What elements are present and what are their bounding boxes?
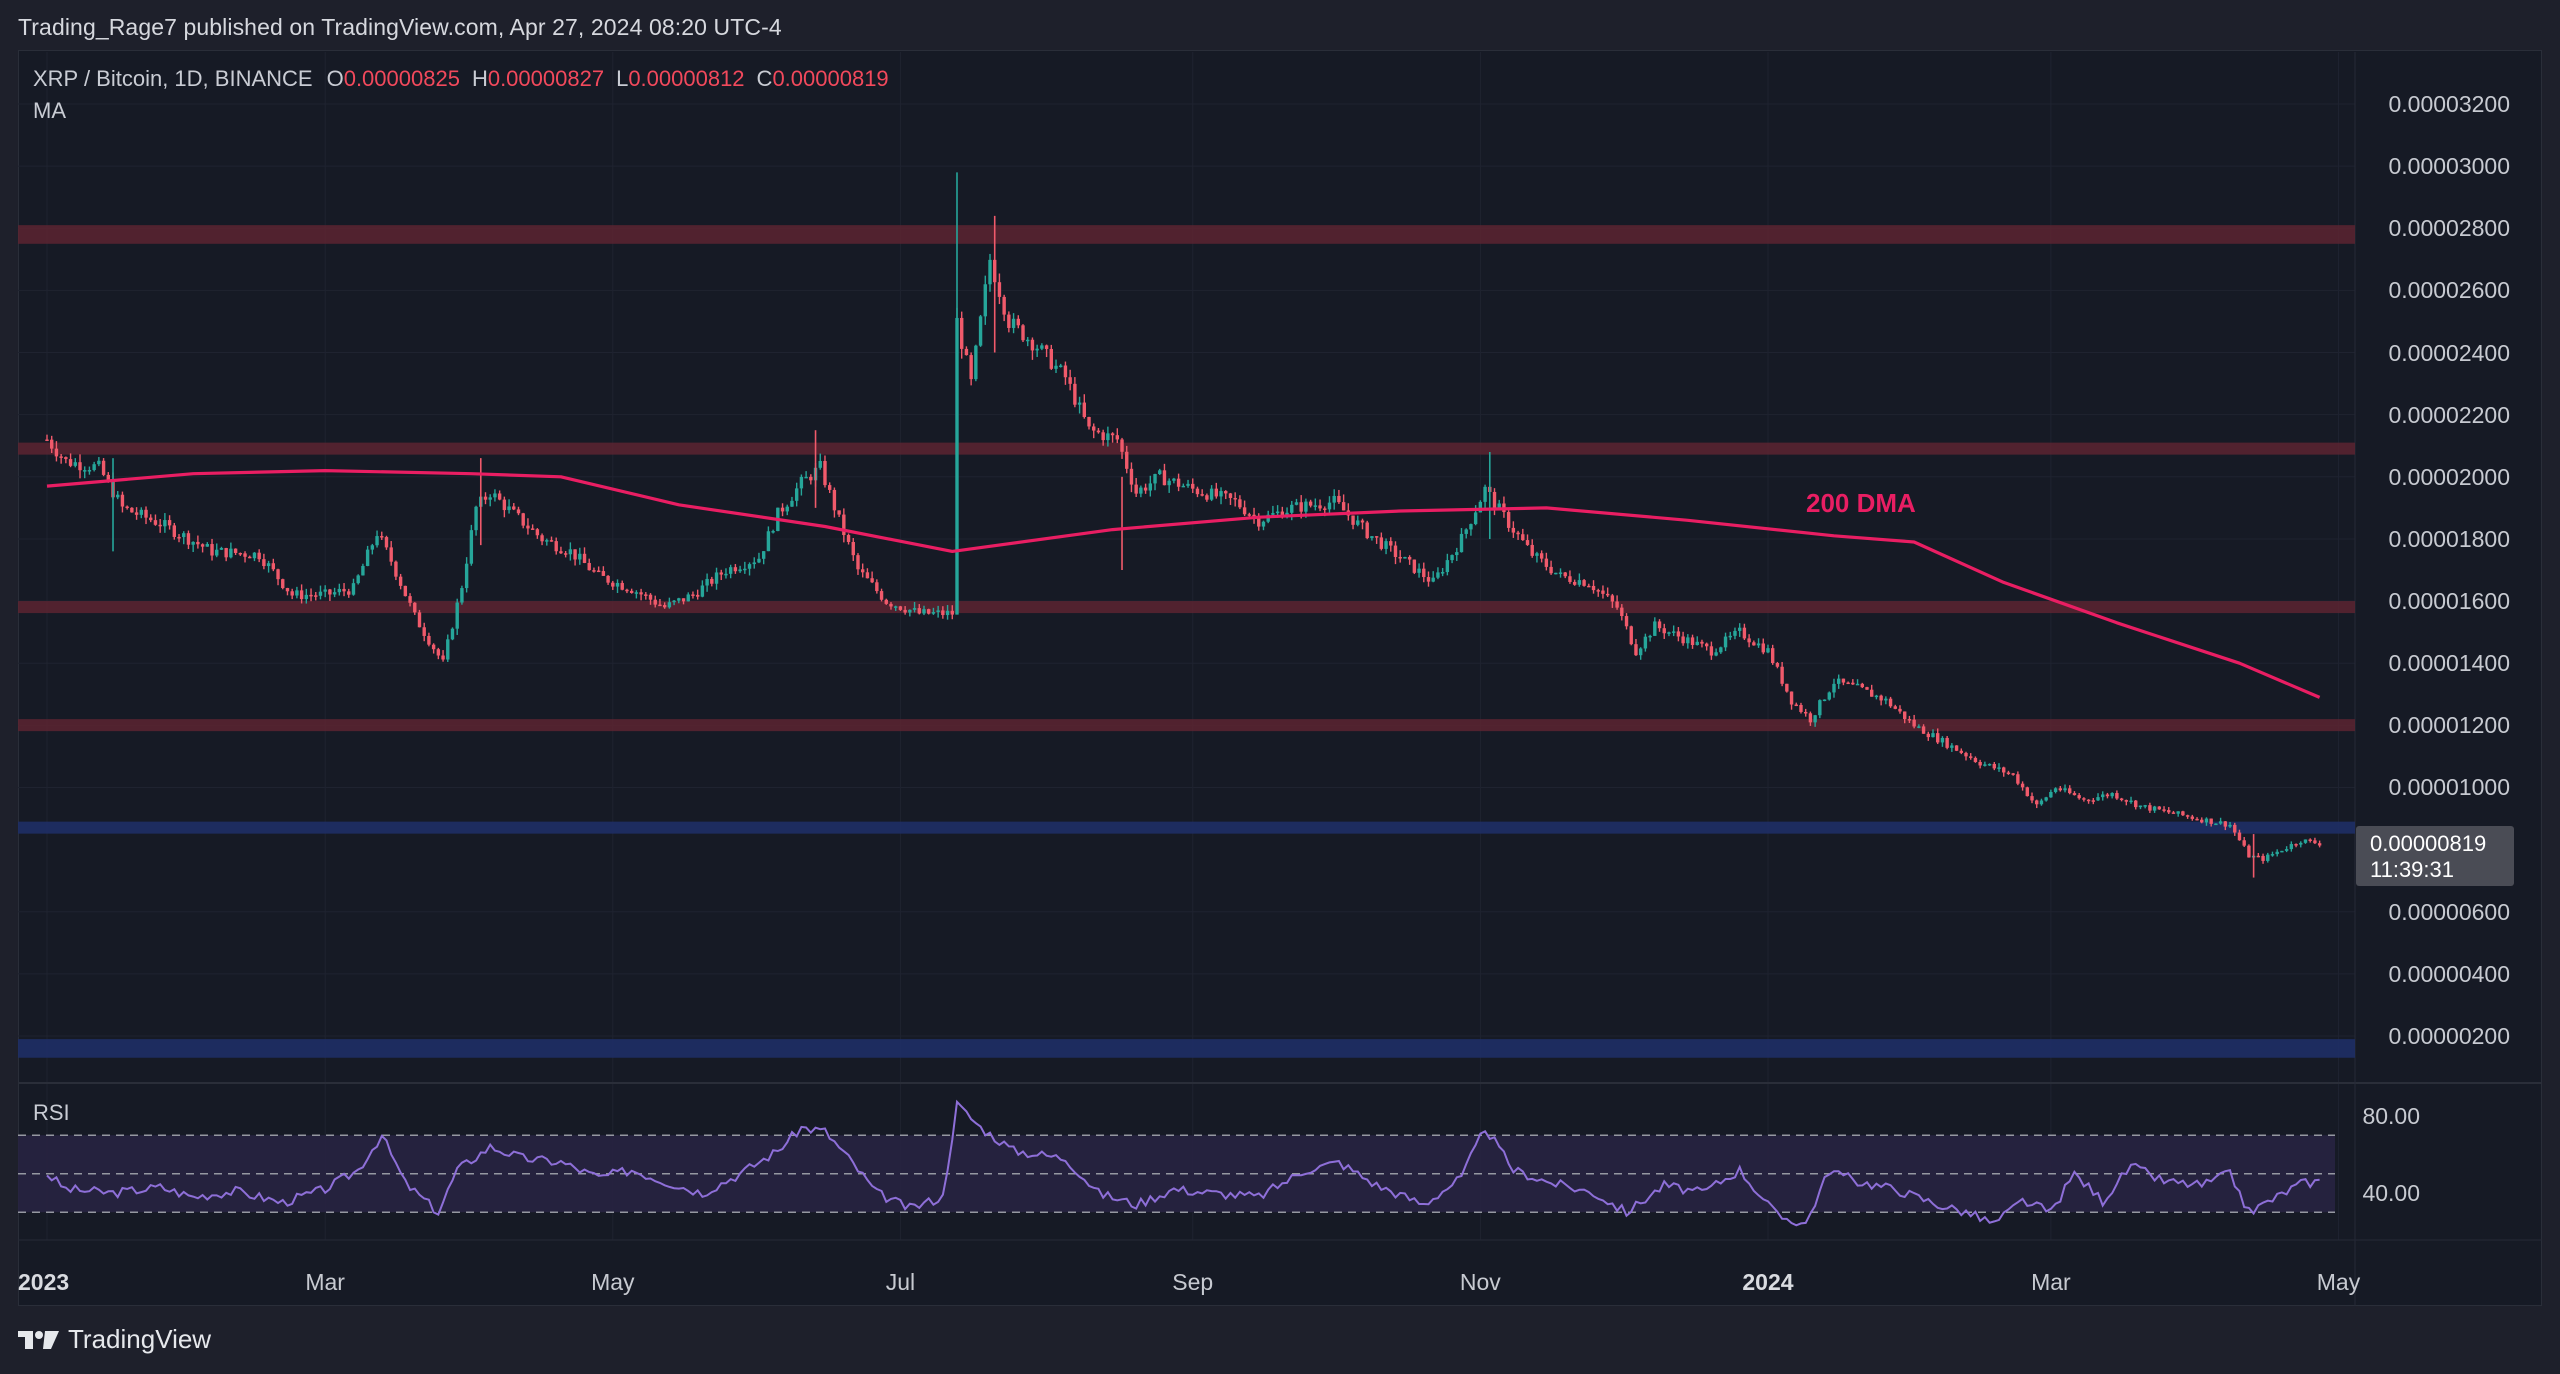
rsi-pane [18, 1099, 2335, 1227]
resistance-zone[interactable] [18, 225, 2355, 244]
time-axis-tick: May [2316, 1269, 2361, 1295]
time-axis-tick: 2023 [18, 1269, 70, 1295]
dma-annotation: 200 DMA [1806, 488, 1916, 518]
close-key: C [756, 66, 773, 91]
chart-frame [18, 50, 2542, 1306]
rsi-label[interactable]: RSI [33, 1100, 70, 1125]
price-axis-tick: 0.00001800 [2388, 525, 2510, 552]
price-axis-tick: 0.00002200 [2388, 401, 2510, 428]
support-zone[interactable] [18, 821, 2355, 834]
time-axis-tick: May [591, 1269, 635, 1295]
low-key: L [616, 66, 629, 91]
time-axis-tick: Jul [885, 1269, 916, 1295]
brand-name: TradingView [68, 1324, 212, 1354]
price-axis-tick: 0.00002800 [2388, 215, 2510, 242]
price-axis-tick: 0.00000600 [2388, 898, 2510, 925]
price-axis-tick: 0.00002000 [2388, 463, 2510, 490]
price-axis-tick: 0.00001400 [2388, 650, 2510, 677]
price-axis-tick: 0.00001600 [2388, 588, 2510, 615]
price-axis-tick: 0.00001200 [2388, 712, 2510, 739]
candles [45, 172, 2322, 878]
tradingview-brand[interactable]: TradingView [18, 1324, 211, 1355]
high-key: H [471, 66, 488, 91]
price-axis-tick: 0.00001000 [2388, 774, 2510, 801]
bar-countdown: 11:39:31 [2370, 857, 2455, 882]
price-axis-tick: 0.00002400 [2388, 339, 2510, 366]
price-axis-tick: 0.00000200 [2388, 1023, 2510, 1049]
symbol-label[interactable]: XRP / Bitcoin, 1D, BINANCE [33, 66, 313, 91]
time-axis-tick: 2024 [1742, 1269, 1794, 1295]
resistance-zone[interactable] [18, 442, 2355, 455]
low-value: 0.00000812 [628, 66, 745, 91]
chart-legend: XRP / Bitcoin, 1D, BINANCE O0.00000825 H… [33, 66, 901, 124]
tradingview-logo-icon [18, 1330, 59, 1349]
price-zones [18, 225, 2355, 1058]
time-axis-tick: Sep [1172, 1269, 1214, 1295]
rsi-axis-tick: 80.00 [2362, 1103, 2420, 1129]
publisher-line: Trading_Rage7 published on TradingView.c… [18, 14, 782, 40]
price-axis-tick: 0.00000400 [2388, 960, 2510, 987]
rsi-line[interactable] [46, 1099, 2320, 1227]
price-axis-tick: 0.00003200 [2388, 91, 2510, 117]
time-axis-tick: Mar [305, 1269, 345, 1295]
ma-indicator-label[interactable]: MA [33, 98, 66, 123]
open-value: 0.00000825 [343, 66, 460, 91]
price-axis-tick: 0.00003000 [2388, 153, 2510, 180]
resistance-zone[interactable] [18, 601, 2355, 614]
resistance-zone[interactable] [18, 719, 2355, 732]
time-axis-tick: Nov [1459, 1269, 1501, 1295]
rsi-axis-tick: 40.00 [2362, 1180, 2420, 1206]
support-zone[interactable] [18, 1039, 2355, 1058]
current-price-tag: 0.00000819 11:39:31 [2356, 826, 2514, 886]
time-axis-tick: Mar [2031, 1269, 2071, 1295]
current-price: 0.00000819 [2370, 831, 2487, 856]
high-value: 0.00000827 [487, 66, 605, 91]
open-key: O [326, 66, 344, 91]
price-axis-tick: 0.00002600 [2388, 277, 2510, 304]
close-value: 0.00000819 [772, 66, 889, 91]
dma-200-line[interactable] [46, 469, 2321, 699]
